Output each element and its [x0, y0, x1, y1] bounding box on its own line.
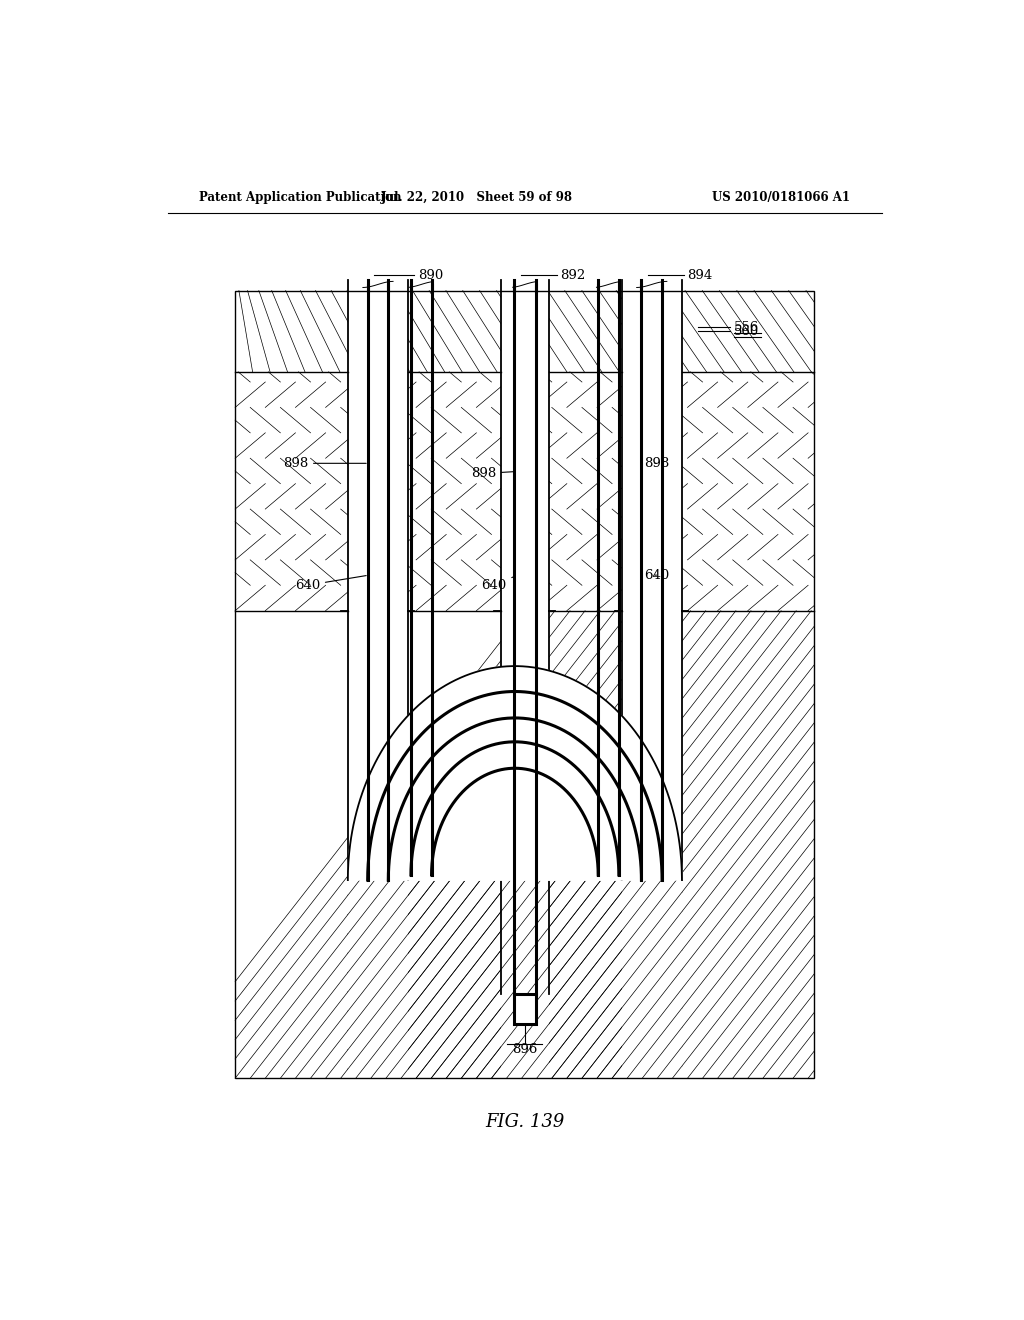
Text: 640: 640	[295, 576, 367, 591]
Text: 640: 640	[644, 569, 669, 582]
Text: FIG. 139: FIG. 139	[485, 1113, 564, 1131]
Polygon shape	[348, 667, 682, 880]
Text: 892: 892	[560, 269, 586, 281]
Bar	[514, 994, 536, 1024]
Polygon shape	[395, 722, 634, 875]
Bar	[501, 280, 549, 1078]
Text: 898: 898	[471, 467, 515, 480]
Polygon shape	[395, 722, 634, 875]
Text: 640: 640	[481, 577, 515, 591]
Polygon shape	[409, 743, 622, 880]
Text: US 2010/0181066 A1: US 2010/0181066 A1	[712, 190, 850, 203]
Bar	[622, 280, 682, 1078]
Text: 894: 894	[687, 269, 713, 281]
Bar	[236, 290, 814, 1078]
Text: 560: 560	[733, 325, 759, 338]
Polygon shape	[446, 788, 583, 875]
Text: 890: 890	[418, 269, 443, 281]
Polygon shape	[368, 692, 663, 880]
Text: Jul. 22, 2010   Sheet 59 of 98: Jul. 22, 2010 Sheet 59 of 98	[381, 190, 573, 203]
Text: 898: 898	[644, 457, 669, 470]
Bar	[348, 280, 409, 1078]
Polygon shape	[348, 667, 682, 880]
Polygon shape	[388, 718, 641, 880]
Polygon shape	[411, 742, 618, 875]
Text: 898: 898	[283, 457, 367, 470]
Text: Patent Application Publication: Patent Application Publication	[200, 190, 402, 203]
Polygon shape	[431, 768, 598, 875]
Bar	[503, 841, 547, 1078]
Bar	[236, 290, 814, 1078]
Text: 556: 556	[733, 321, 759, 334]
Text: 896: 896	[512, 1043, 538, 1056]
